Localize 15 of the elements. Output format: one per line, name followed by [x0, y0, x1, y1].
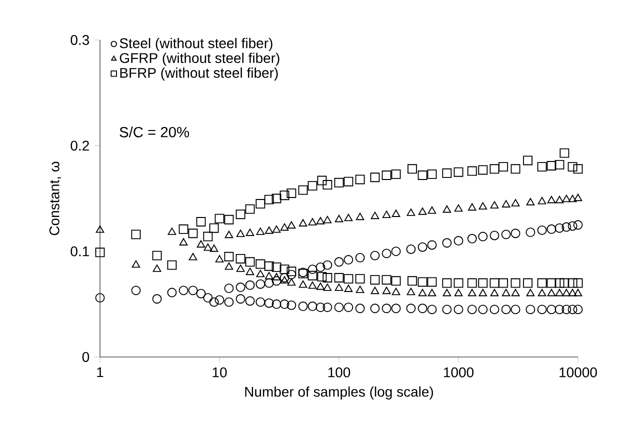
y-axis-title: Constant, ω — [49, 162, 61, 236]
x-tick-label: 1 — [97, 367, 104, 378]
y-tick-label: 0 — [82, 352, 90, 362]
legend-label: GFRP (without steel fiber) — [120, 52, 280, 66]
x-axis-title: Number of samples (log scale) — [245, 386, 434, 400]
y-tick-label: 0.3 — [70, 35, 90, 45]
x-tick-label: 10 — [212, 367, 227, 378]
x-tick-label: 100 — [328, 367, 350, 378]
legend-label: Steel (without steel fiber) — [120, 38, 272, 51]
annotation: S/C = 20% — [120, 126, 190, 138]
x-tick-label: 1000 — [444, 367, 474, 378]
legend-label: BFRP (without steel fiber) — [120, 68, 278, 81]
x-tick-label: 10000 — [560, 367, 597, 378]
y-tick-label: 0.1 — [70, 246, 89, 256]
y-tick-label: 0.2 — [70, 140, 89, 151]
